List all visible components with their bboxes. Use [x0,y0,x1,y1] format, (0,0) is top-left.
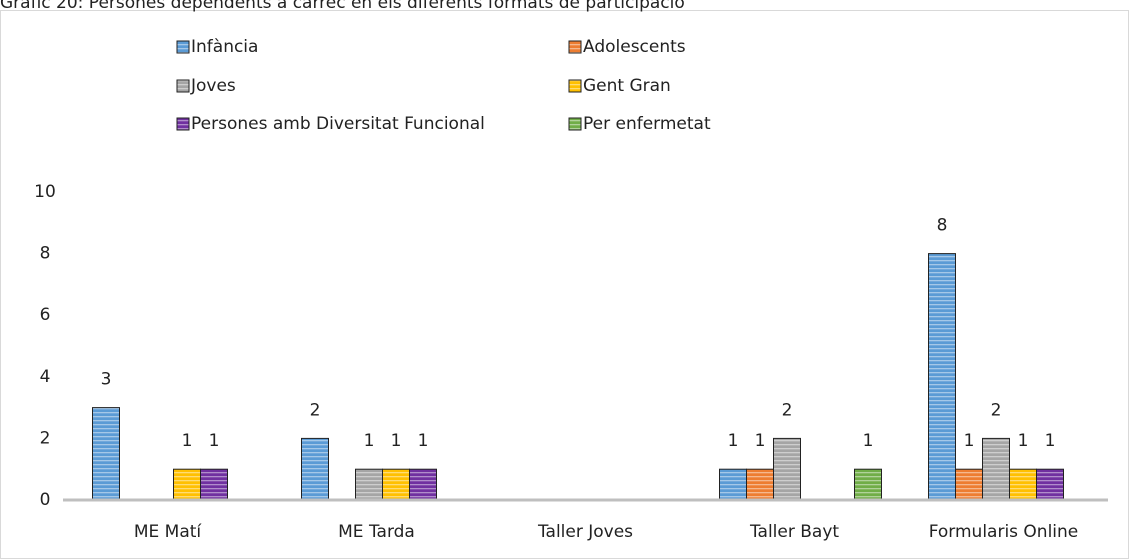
data-label: 1 [391,431,402,451]
legend-label: Persones amb Diversitat Funcional [191,114,485,134]
data-label: 2 [991,400,1002,420]
data-label: 1 [418,431,429,451]
bar [301,437,329,501]
data-label: 2 [310,400,321,420]
legend-label: Gent Gran [583,76,671,96]
bar [719,468,747,501]
bar [173,468,201,501]
data-label: 1 [182,431,193,451]
data-label: 1 [863,431,874,451]
data-label: 1 [964,431,975,451]
bar [1036,468,1064,501]
chart-title: Gràfic 20: Persones dependents a càrrec … [0,0,685,13]
bar [1009,468,1037,501]
data-label: 3 [101,370,112,390]
legend-label: Infància [191,37,258,57]
bar [955,468,983,501]
y-tick-label: 10 [34,182,56,202]
bar [409,468,437,501]
bar [982,437,1010,501]
legend-label: Per enfermetat [583,114,711,134]
x-tick-label: Formularis Online [929,522,1079,542]
legend-swatch [176,40,190,54]
legend-swatch [176,79,190,93]
data-label: 1 [1045,431,1056,451]
data-label: 1 [728,431,739,451]
data-label: 2 [782,400,793,420]
y-tick-label: 0 [40,490,51,510]
y-tick-label: 4 [40,367,51,387]
bar [854,468,882,501]
legend-label: Adolescents [583,37,686,57]
bar [92,407,120,501]
x-tick-label: ME Tarda [338,522,415,542]
data-label: 1 [755,431,766,451]
data-label: 1 [1018,431,1029,451]
bar [746,468,774,501]
legend-swatch [568,40,582,54]
x-tick-label: ME Matí [134,522,203,542]
data-label: 1 [209,431,220,451]
data-label: 1 [364,431,375,451]
bar [928,253,956,501]
bar [200,468,228,501]
legend-swatch [568,117,582,131]
bar [355,468,383,501]
legend-label: Joves [190,76,236,96]
y-tick-label: 6 [40,305,51,325]
legend-swatch [568,79,582,93]
bar [773,437,801,501]
x-tick-label: Taller Joves [537,522,633,542]
bar [382,468,410,501]
data-label: 8 [937,216,948,236]
y-tick-label: 2 [40,428,51,448]
legend-swatch [176,117,190,131]
y-tick-label: 8 [40,244,51,264]
x-tick-label: Taller Bayt [749,522,839,542]
